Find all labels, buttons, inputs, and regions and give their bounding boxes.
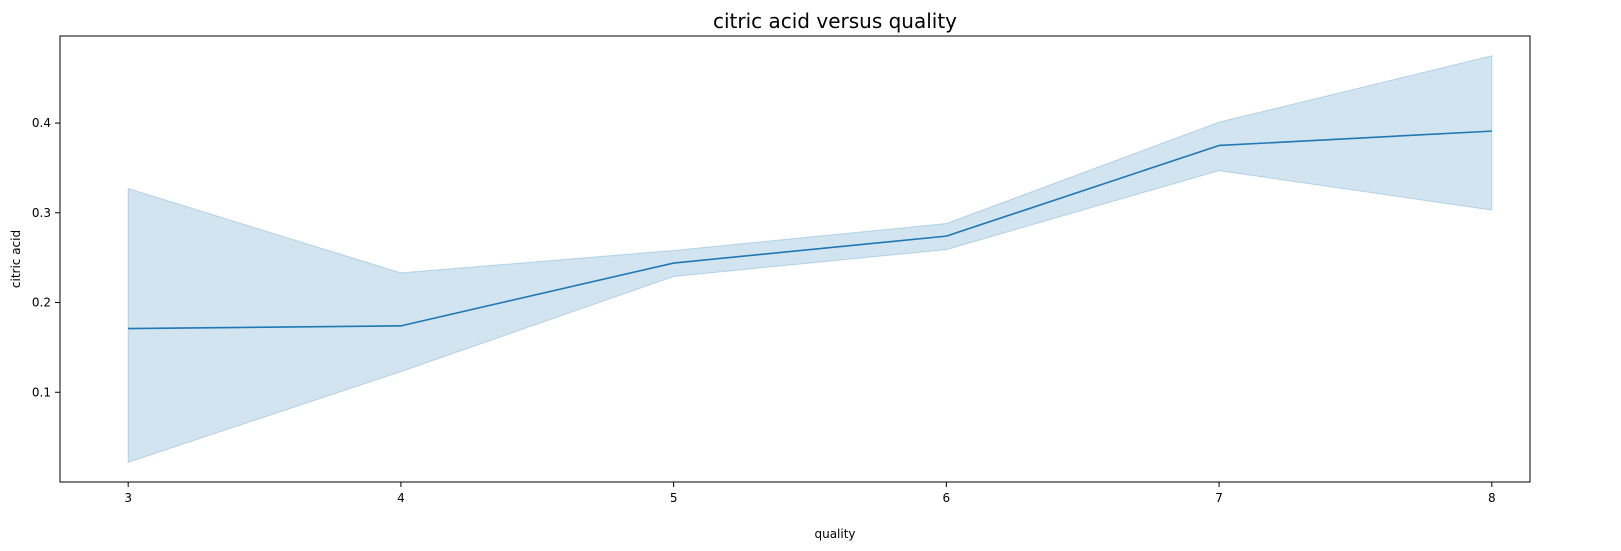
series-line [128,130,1492,330]
chart-title: citric acid versus quality [713,9,957,33]
y-tick-label: 0.4 [32,116,51,130]
x-axis-label: quality [814,527,855,541]
plot-area: 3 4 5 6 7 8 0.1 0.2 0.3 0.4 [32,35,1531,505]
x-tick-label: 8 [1488,491,1496,505]
y-axis-label: citric acid [9,230,23,288]
x-tick-label: 4 [397,491,405,505]
confidence-band [127,55,1493,463]
x-tick-label: 7 [1215,491,1223,505]
y-tick-label: 0.2 [32,296,51,310]
x-tick-label: 6 [943,491,951,505]
plot-frame [59,35,1531,483]
x-tick-label: 3 [124,491,132,505]
y-tick-label: 0.1 [32,385,51,399]
y-tick-label: 0.3 [32,206,51,220]
x-tick-label: 5 [670,491,678,505]
